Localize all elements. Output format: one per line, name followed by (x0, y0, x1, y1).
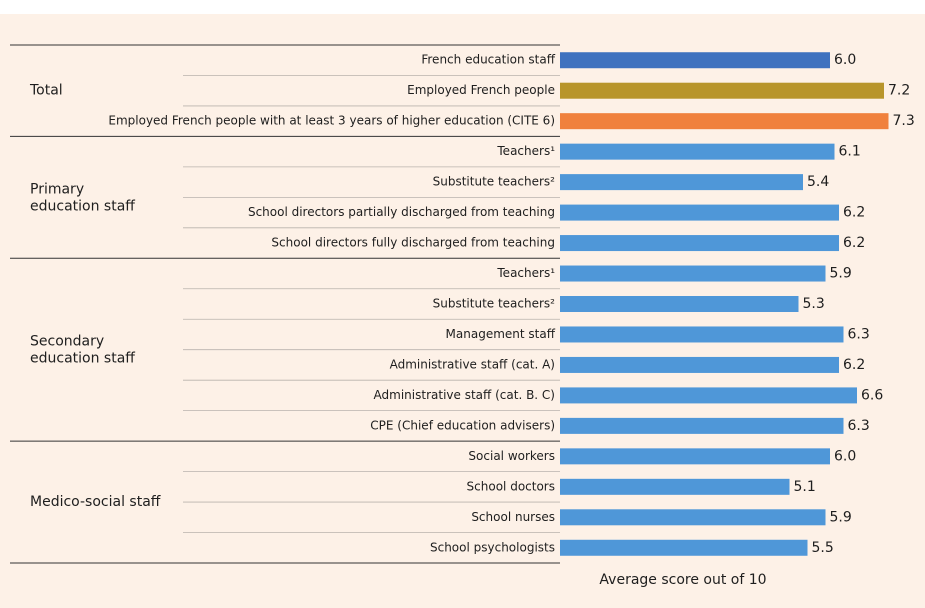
category-label: Management staff (446, 327, 556, 341)
value-label: 5.3 (803, 296, 825, 312)
value-label: 6.3 (848, 418, 870, 434)
bar (560, 204, 839, 221)
value-label: 5.9 (830, 509, 852, 525)
category-label: School doctors (467, 479, 555, 493)
bar (560, 235, 839, 252)
category-label: Administrative staff (cat. B. C) (374, 388, 555, 402)
value-label: 6.6 (861, 387, 883, 403)
bar (560, 417, 844, 434)
bar (560, 539, 808, 556)
group-label: Secondary education staff (30, 334, 135, 367)
category-label: Social workers (468, 449, 555, 463)
bar (560, 143, 835, 160)
value-label: 6.3 (848, 326, 870, 342)
category-label: Employed French people with at least 3 y… (108, 114, 555, 128)
value-label: 5.9 (830, 266, 852, 282)
value-label: 6.2 (843, 235, 865, 251)
bar (560, 174, 803, 191)
bar (560, 52, 830, 69)
category-label: Teachers¹ (496, 144, 555, 158)
value-label: 5.5 (812, 540, 834, 556)
category-label: Teachers¹ (496, 266, 555, 280)
bar (560, 265, 826, 282)
category-label: School nurses (471, 510, 555, 524)
value-label: 6.0 (834, 52, 856, 68)
category-label: Substitute teachers² (433, 297, 556, 311)
bar (560, 356, 839, 373)
x-axis-label: Average score out of 10 (599, 572, 766, 588)
category-label: School psychologists (430, 540, 555, 554)
value-label: 6.0 (834, 448, 856, 464)
value-label: 6.2 (843, 357, 865, 373)
value-label: 6.1 (839, 144, 861, 160)
bar (560, 82, 884, 99)
group-label: Medico-social staff (30, 494, 161, 510)
category-label: Employed French people (407, 83, 555, 97)
top-strip (0, 0, 925, 14)
category-label: Substitute teachers² (433, 175, 556, 189)
bar (560, 113, 889, 130)
value-label: 7.2 (888, 83, 910, 99)
bar (560, 296, 799, 312)
value-label: 5.4 (807, 174, 829, 190)
bar (560, 387, 857, 404)
category-label: School directors fully discharged from t… (271, 236, 555, 250)
category-label: CPE (Chief education advisers) (370, 418, 555, 432)
value-label: 6.2 (843, 205, 865, 221)
bar (560, 448, 830, 465)
category-label: School directors partially discharged fr… (248, 205, 555, 219)
group-label: Primary education staff (30, 181, 135, 214)
bar (560, 478, 790, 495)
bar (560, 509, 826, 526)
bar (560, 326, 844, 343)
group-label: Total (29, 83, 63, 99)
category-label: Administrative staff (cat. A) (390, 357, 555, 371)
value-label: 7.3 (893, 113, 915, 129)
category-label: French education staff (421, 53, 555, 67)
value-label: 5.1 (794, 479, 816, 495)
